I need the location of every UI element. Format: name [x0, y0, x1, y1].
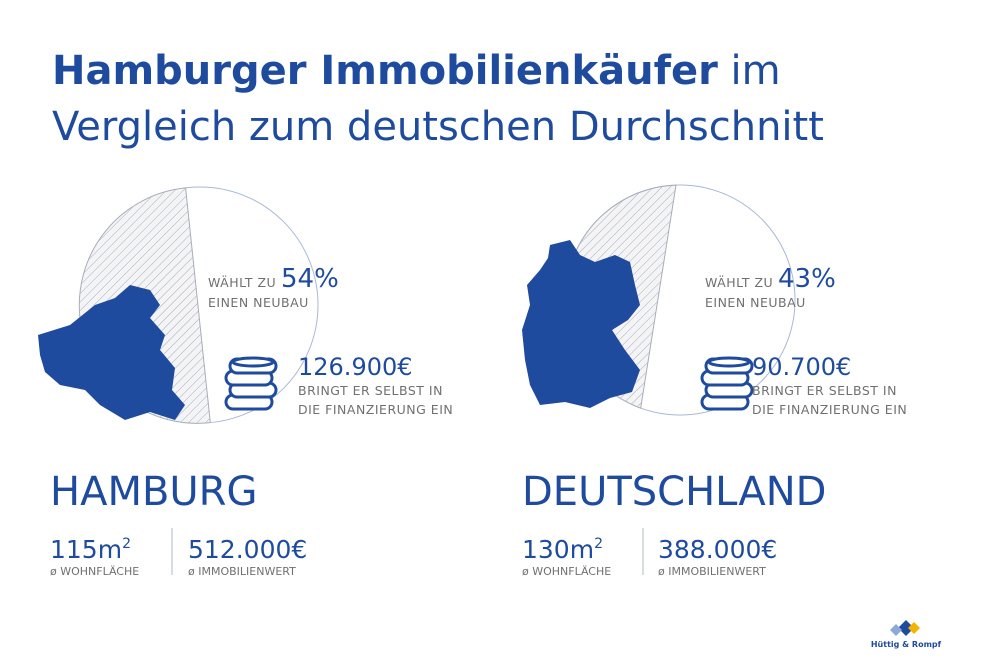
- title: Hamburger Immobilienkäufer im: [52, 48, 781, 94]
- property-value-label: ø IMMOBILIENWERT: [658, 565, 766, 578]
- property-value: 388.000€: [658, 535, 777, 564]
- living-space: 115m2: [50, 535, 131, 564]
- title-bold: Hamburger Immobilienkäufer: [52, 48, 718, 94]
- map-deutschland: [522, 240, 640, 408]
- share: 54%: [281, 264, 339, 294]
- share-prefix: WÄHLT ZU: [705, 275, 773, 290]
- living-space-label: ø WOHNFLÄCHE: [522, 565, 611, 578]
- logo: Hüttig & Rompf: [871, 620, 942, 649]
- living-space: 130m2: [522, 535, 603, 564]
- equity-line1: BRINGT ER SELBST IN: [298, 383, 443, 398]
- living-space-value: 130m: [522, 535, 594, 564]
- equity-line2: DIE FINANZIERUNG EIN: [752, 402, 907, 417]
- equity: 126.900€: [298, 353, 413, 381]
- share-suffix: EINEN NEUBAU: [705, 295, 806, 310]
- share-prefix: WÄHLT ZU: [208, 275, 276, 290]
- property-value-label: ø IMMOBILIENWERT: [188, 565, 296, 578]
- coins-icon: [700, 356, 754, 411]
- panel-hamburg: WÄHLT ZU 54% EINEN NEUBAU 126.900€ BRING…: [38, 186, 453, 578]
- region: HAMBURG: [50, 469, 257, 515]
- property-value: 512.000€: [188, 535, 307, 564]
- equity: 90.700€: [752, 353, 851, 381]
- living-space-sup: 2: [594, 536, 603, 552]
- logo-text: Hüttig & Rompf: [871, 640, 942, 649]
- equity-line1: BRINGT ER SELBST IN: [752, 383, 897, 398]
- title-rest: im: [718, 48, 781, 94]
- living-space-label: ø WOHNFLÄCHE: [50, 565, 139, 578]
- living-space-sup: 2: [122, 536, 131, 552]
- living-space-value: 115m: [50, 535, 122, 564]
- region: DEUTSCHLAND: [522, 469, 826, 515]
- map-hamburg: [38, 285, 185, 420]
- title-line2: Vergleich zum deutschen Durchschnitt: [52, 104, 824, 150]
- panel-deutschland: WÄHLT ZU 43% EINEN NEUBAU 90.700€ BRINGT…: [522, 184, 907, 578]
- share: 43%: [778, 264, 836, 294]
- share-suffix: EINEN NEUBAU: [208, 295, 309, 310]
- coins-icon: [224, 356, 278, 411]
- equity-line2: DIE FINANZIERUNG EIN: [298, 402, 453, 417]
